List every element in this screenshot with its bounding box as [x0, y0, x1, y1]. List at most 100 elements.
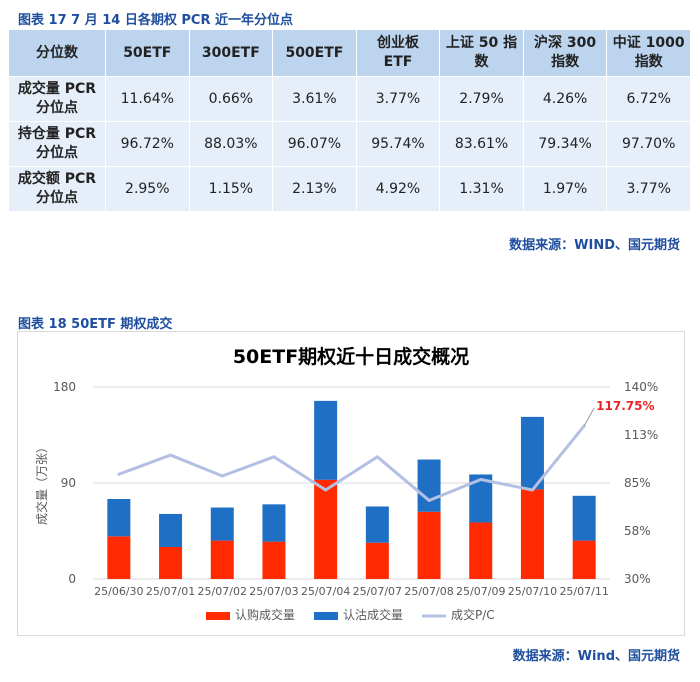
chart-figure-title: 图表 18 50ETF 期权成交: [18, 317, 173, 332]
x-tick-label: 25/07/04: [301, 585, 350, 598]
table-cell: 3.61%: [272, 76, 357, 122]
table-header-cell: 沪深 300 指数: [522, 29, 608, 77]
y2-tick-label: 85%: [624, 476, 651, 490]
bar-put: [520, 416, 544, 490]
bar-call: [210, 540, 234, 579]
line-pc-ratio: [118, 424, 586, 502]
bar-call: [262, 541, 286, 579]
line-point: [375, 455, 379, 459]
table-cell: 97.70%: [606, 121, 691, 167]
x-tick-label: 25/07/02: [198, 585, 247, 598]
legend-label-call: 认购成交量: [235, 607, 295, 622]
table-header-row: 分位数 50ETF 300ETF 500ETF 创业板 ETF 上证 50 指数沪深 300…: [8, 29, 691, 77]
legend-label-line: 成交P/C: [451, 607, 495, 622]
x-tick-label: 25/07/07: [353, 585, 402, 598]
x-tick-label: 25/07/10: [508, 585, 557, 598]
bar-call: [520, 489, 544, 579]
table-cell: 88.03%: [188, 121, 274, 167]
x-tick-label: 25/07/03: [249, 585, 298, 598]
x-tick-label: 25/06/30: [94, 585, 143, 598]
table-header-cell: 500ETF: [272, 29, 357, 77]
table-row-label: 持仓量 PCR 分位点: [8, 121, 106, 167]
bar-put: [572, 495, 596, 541]
table-cell: 3.77%: [606, 166, 691, 212]
bar-put: [210, 507, 234, 541]
line-point: [169, 453, 173, 457]
table-source-note: 数据来源：WIND、国元期货: [509, 238, 680, 253]
table-figure-title: 图表 17 7 月 14 日各期权 PCR 近一年分位点: [18, 13, 293, 28]
table-header-cell: 创业板 ETF: [355, 29, 441, 77]
table-cell: 4.92%: [355, 166, 441, 212]
table-cell: 96.07%: [272, 121, 357, 167]
line-point: [479, 478, 483, 482]
line-point: [272, 455, 276, 459]
y-tick-label: 0: [68, 572, 76, 586]
table-cell: 96.72%: [105, 121, 190, 167]
y2-tick-label: 58%: [624, 524, 651, 538]
line-point: [117, 472, 121, 476]
bar-put: [107, 499, 131, 537]
legend-swatch-call: [206, 612, 230, 620]
table-cell: 0.66%: [188, 76, 274, 122]
table-cell: 1.15%: [188, 166, 274, 212]
y-tick-label: 90: [61, 476, 76, 490]
line-point: [220, 474, 224, 478]
pcr-percentile-table: 分位数 50ETF 300ETF 500ETF 创业板 ETF 上证 50 指数沪深 300…: [8, 29, 691, 212]
bar-put: [159, 513, 183, 547]
table-cell: 83.61%: [439, 121, 524, 167]
table-cell: 2.13%: [272, 166, 357, 212]
table-cell: 1.31%: [439, 166, 524, 212]
table-header-cell: 50ETF: [105, 29, 190, 77]
table-row: 成交量 PCR 分位点 11.64% 0.66% 3.61% 3.77% 2.79% 4.26…: [8, 76, 691, 122]
option-volume-chart: 50ETF期权近十日成交概况 0 90 180 30% 58% 85% 113% 140% 成交量…: [34, 345, 658, 622]
line-point: [530, 488, 534, 492]
bar-put: [469, 474, 493, 523]
annotation-leader: [583, 407, 595, 427]
table-cell: 11.64%: [105, 76, 190, 122]
bar-put: [262, 504, 286, 542]
table-header-cell: 上证 50 指数: [439, 29, 524, 77]
x-tick-label: 25/07/09: [456, 585, 505, 598]
x-tick-label: 25/07/01: [146, 585, 195, 598]
legend-swatch-put: [314, 612, 338, 620]
table-row: 成交额 PCR 分位点 2.95% 1.15% 2.13% 4.92% 1.31% 1.97%…: [8, 166, 691, 212]
bar-call: [159, 547, 183, 579]
line-point: [324, 488, 328, 492]
bar-put: [365, 506, 389, 543]
table-row-label: 成交量 PCR 分位点: [8, 76, 106, 122]
table-cell: 4.26%: [522, 76, 608, 122]
table-header-corner: 分位数: [8, 29, 106, 77]
bar-call: [572, 540, 596, 579]
table-cell: 3.77%: [355, 76, 441, 122]
bar-call: [469, 522, 493, 579]
bar-call: [314, 479, 338, 579]
bar-call: [107, 536, 131, 579]
table-cell: 95.74%: [355, 121, 441, 167]
bar-call: [417, 511, 441, 579]
x-tick-label: 25/07/08: [404, 585, 453, 598]
bar-put: [417, 459, 441, 512]
y2-tick-label: 113%: [624, 428, 658, 442]
y-axis-label: 成交量（万张）: [34, 441, 49, 525]
chart-frame: 50ETF期权近十日成交概况 0 90 180 30% 58% 85% 113% 140% 成交量…: [17, 331, 685, 636]
table-cell: 2.79%: [439, 76, 524, 122]
table-row: 持仓量 PCR 分位点 96.72% 88.03% 96.07% 95.74% 83.61%…: [8, 121, 691, 167]
y2-tick-label: 140%: [624, 380, 658, 394]
table-cell: 1.97%: [522, 166, 608, 212]
bar-put: [314, 400, 338, 480]
annotation-label: 117.75%: [596, 399, 654, 413]
chart-source-note: 数据来源：Wind、国元期货: [512, 649, 680, 664]
table-header-cell: 中证 1000 指数: [606, 29, 691, 77]
table-row-label: 成交额 PCR 分位点: [8, 166, 106, 212]
table-cell: 79.34%: [522, 121, 608, 167]
bar-call: [365, 542, 389, 579]
chart-title: 50ETF期权近十日成交概况: [233, 345, 469, 368]
legend-label-put: 认沽成交量: [343, 607, 403, 622]
table-cell: 2.95%: [105, 166, 190, 212]
x-tick-label: 25/07/11: [559, 585, 608, 598]
table-cell: 6.72%: [606, 76, 691, 122]
line-point: [427, 498, 431, 502]
table-header-cell: 300ETF: [188, 29, 274, 77]
y-tick-label: 180: [53, 380, 76, 394]
y2-tick-label: 30%: [624, 572, 651, 586]
